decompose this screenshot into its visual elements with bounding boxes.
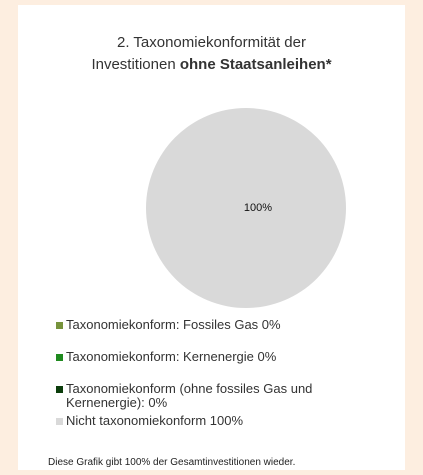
legend-label: Taxonomiekonform: Kernenergie 0% <box>66 349 277 364</box>
legend-swatch <box>56 386 63 393</box>
chart-title: 2. Taxonomiekonformität der Investitione… <box>18 32 405 76</box>
footnote: Diese Grafik gibt 100% der Gesamtinvesti… <box>48 457 296 468</box>
legend-swatch <box>56 354 63 361</box>
title-line: Investitionen <box>91 56 176 73</box>
title-line: 2. Taxonomiekonformität der <box>117 34 306 51</box>
legend-item: Taxonomiekonform (ohne fossiles Gas und … <box>56 382 341 410</box>
legend-label: Nicht taxonomiekonform 100% <box>66 413 244 428</box>
legend-label: Taxonomiekonform (ohne fossiles Gas und … <box>66 381 313 410</box>
legend-label: Taxonomiekonform: Fossiles Gas 0% <box>66 317 281 332</box>
legend-item: Taxonomiekonform: Kernenergie 0% <box>56 350 341 364</box>
title-bold: ohne Staatsanleihen* <box>179 56 332 73</box>
pie-slice <box>146 108 346 308</box>
legend-item: Nicht taxonomiekonform 100% <box>56 414 341 428</box>
legend-item: Taxonomiekonform: Fossiles Gas 0% <box>56 318 341 332</box>
legend-swatch <box>56 322 63 329</box>
legend-swatch <box>56 418 63 425</box>
data-label: 100% <box>244 202 272 214</box>
